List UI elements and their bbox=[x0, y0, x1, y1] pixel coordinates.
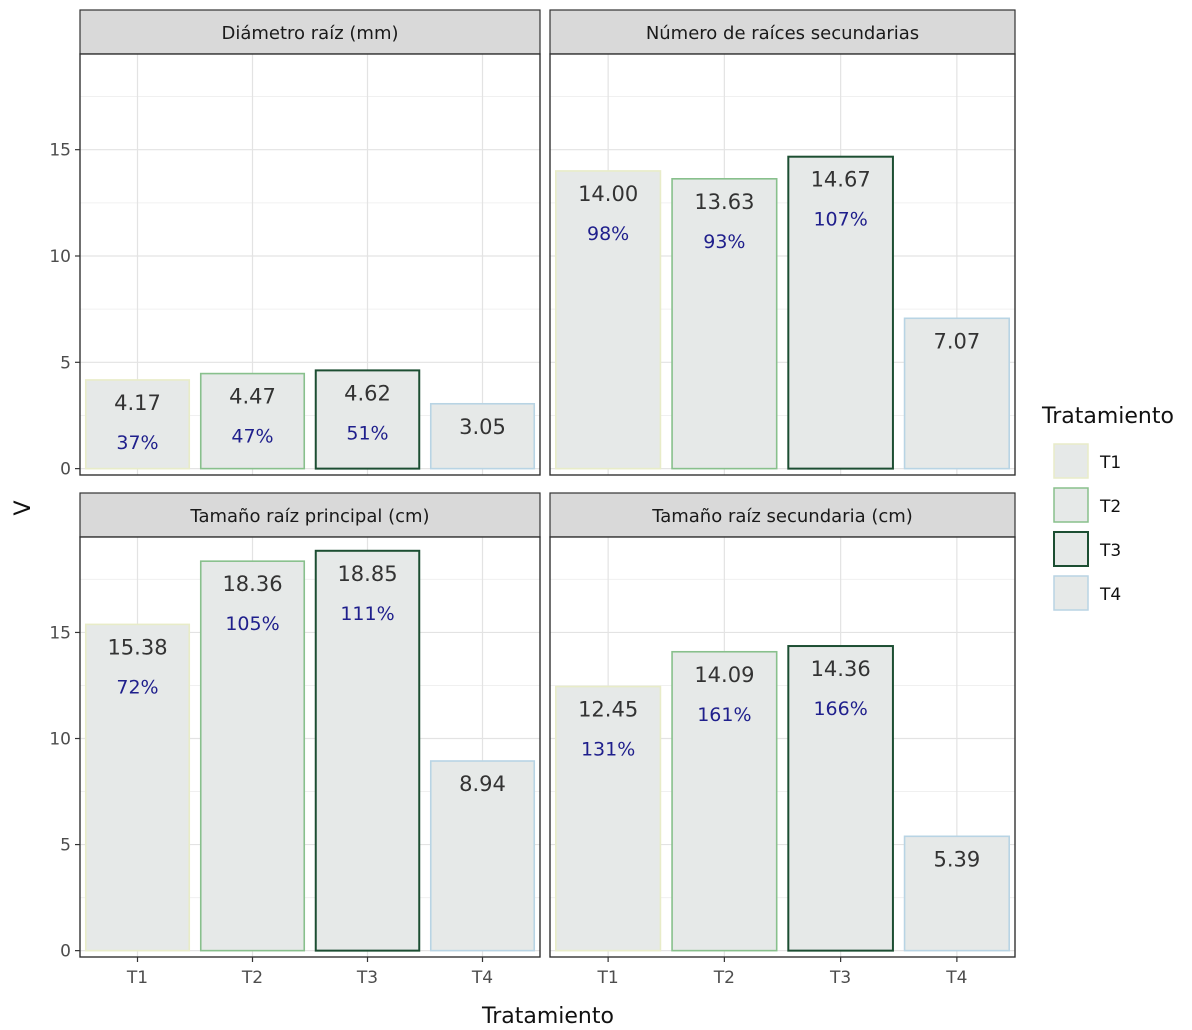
percent-label: 161% bbox=[697, 704, 751, 726]
panel-3: Tamaño raíz principal (cm) 15.38 72% 18.36 1… bbox=[49, 492, 541, 988]
x-tick-label: T3 bbox=[829, 968, 851, 988]
panel-2: Número de raíces secundarias 14.00 98% 13.6… bbox=[549, 9, 1016, 476]
percent-label: 131% bbox=[581, 739, 635, 761]
legend-label: T4 bbox=[1099, 585, 1121, 605]
x-tick-label: T1 bbox=[126, 968, 148, 988]
bar bbox=[555, 170, 662, 470]
bar bbox=[787, 645, 894, 952]
bar bbox=[903, 835, 1010, 952]
facet-strip bbox=[79, 492, 541, 538]
y-tick-label: 10 bbox=[49, 247, 71, 267]
x-tick-label: T2 bbox=[713, 968, 735, 988]
value-label: 13.63 bbox=[694, 190, 754, 214]
panel-border bbox=[549, 536, 1016, 958]
legend-key bbox=[1053, 487, 1089, 523]
percent-label: 98% bbox=[587, 223, 629, 245]
value-label: 8.94 bbox=[459, 772, 506, 796]
value-label: 4.17 bbox=[114, 391, 161, 415]
percent-label: 105% bbox=[225, 613, 279, 635]
value-label: 15.38 bbox=[107, 635, 167, 659]
facet-strip bbox=[549, 9, 1016, 55]
value-label: 5.39 bbox=[933, 847, 980, 871]
x-tick-label: T4 bbox=[471, 968, 493, 988]
y-tick-label: 10 bbox=[49, 730, 71, 750]
value-label: 3.05 bbox=[459, 415, 506, 439]
x-tick-label: T4 bbox=[945, 968, 967, 988]
bar bbox=[314, 369, 421, 470]
bar bbox=[555, 685, 662, 952]
facet-strip bbox=[79, 9, 541, 55]
bar bbox=[199, 560, 306, 952]
percent-label: 107% bbox=[813, 209, 867, 231]
legend-title: Tratamiento bbox=[1041, 404, 1174, 429]
bar bbox=[314, 549, 421, 952]
legend-key bbox=[1053, 531, 1089, 567]
panel-border bbox=[79, 536, 541, 958]
y-tick-label: 5 bbox=[60, 836, 71, 856]
value-label: 14.36 bbox=[811, 657, 871, 681]
y-tick-label: 15 bbox=[49, 141, 71, 161]
panel-border bbox=[79, 53, 541, 476]
bar bbox=[671, 178, 778, 470]
y-tick-label: 0 bbox=[60, 942, 71, 962]
facet-title: Diámetro raíz (mm) bbox=[221, 23, 398, 44]
bar bbox=[429, 402, 536, 470]
value-label: 18.36 bbox=[222, 572, 282, 596]
percent-label: 47% bbox=[231, 426, 273, 448]
x-tick-label: T1 bbox=[597, 968, 619, 988]
legend-label: T3 bbox=[1099, 541, 1121, 561]
value-label: 18.85 bbox=[337, 562, 397, 586]
percent-label: 37% bbox=[116, 432, 158, 454]
value-label: 7.07 bbox=[933, 329, 980, 353]
value-label: 14.00 bbox=[578, 182, 638, 206]
legend: Tratamiento T1 T2 T3 T4 bbox=[1041, 404, 1174, 611]
legend-key bbox=[1053, 443, 1089, 479]
x-tick-label: T3 bbox=[356, 968, 378, 988]
panel-1: Diámetro raíz (mm) 4.17 37% 4.47 47% 4.62 51% 3… bbox=[49, 9, 541, 480]
y-tick-label: 0 bbox=[60, 460, 71, 480]
bar bbox=[199, 372, 306, 470]
panel-border bbox=[549, 53, 1016, 476]
percent-label: 166% bbox=[813, 698, 867, 720]
facet-title: Tamaño raíz secundaria (cm) bbox=[651, 506, 913, 527]
facet-title: Número de raíces secundarias bbox=[646, 23, 919, 44]
legend-label: T1 bbox=[1099, 453, 1121, 473]
panels-layer: Diámetro raíz (mm) 4.17 37% 4.47 47% 4.62 51% 3… bbox=[49, 9, 1016, 988]
value-label: 12.45 bbox=[578, 698, 638, 722]
panel-4: Tamaño raíz secundaria (cm) 12.45 131% 14.0… bbox=[549, 492, 1016, 988]
legend-label: T2 bbox=[1099, 497, 1121, 517]
legend-key bbox=[1053, 575, 1089, 611]
bar bbox=[903, 317, 1010, 470]
facet-title: Tamaño raíz principal (cm) bbox=[189, 506, 429, 527]
percent-label: 72% bbox=[116, 676, 158, 698]
bar bbox=[84, 379, 191, 470]
percent-label: 93% bbox=[703, 231, 745, 253]
value-label: 4.62 bbox=[344, 381, 391, 405]
y-tick-label: 15 bbox=[49, 623, 71, 643]
value-label: 14.09 bbox=[694, 663, 754, 687]
value-label: 14.67 bbox=[811, 168, 871, 192]
bar bbox=[671, 650, 778, 952]
percent-label: 51% bbox=[346, 422, 388, 444]
bar bbox=[84, 623, 191, 952]
x-tick-label: T2 bbox=[241, 968, 263, 988]
facet-strip bbox=[549, 492, 1016, 538]
value-label: 4.47 bbox=[229, 385, 276, 409]
bar bbox=[787, 155, 894, 470]
y-axis-title: V bbox=[11, 500, 36, 515]
percent-label: 111% bbox=[340, 603, 394, 625]
x-axis-title: Tratamiento bbox=[481, 1004, 614, 1029]
y-tick-label: 5 bbox=[60, 353, 71, 373]
bar bbox=[429, 760, 536, 952]
